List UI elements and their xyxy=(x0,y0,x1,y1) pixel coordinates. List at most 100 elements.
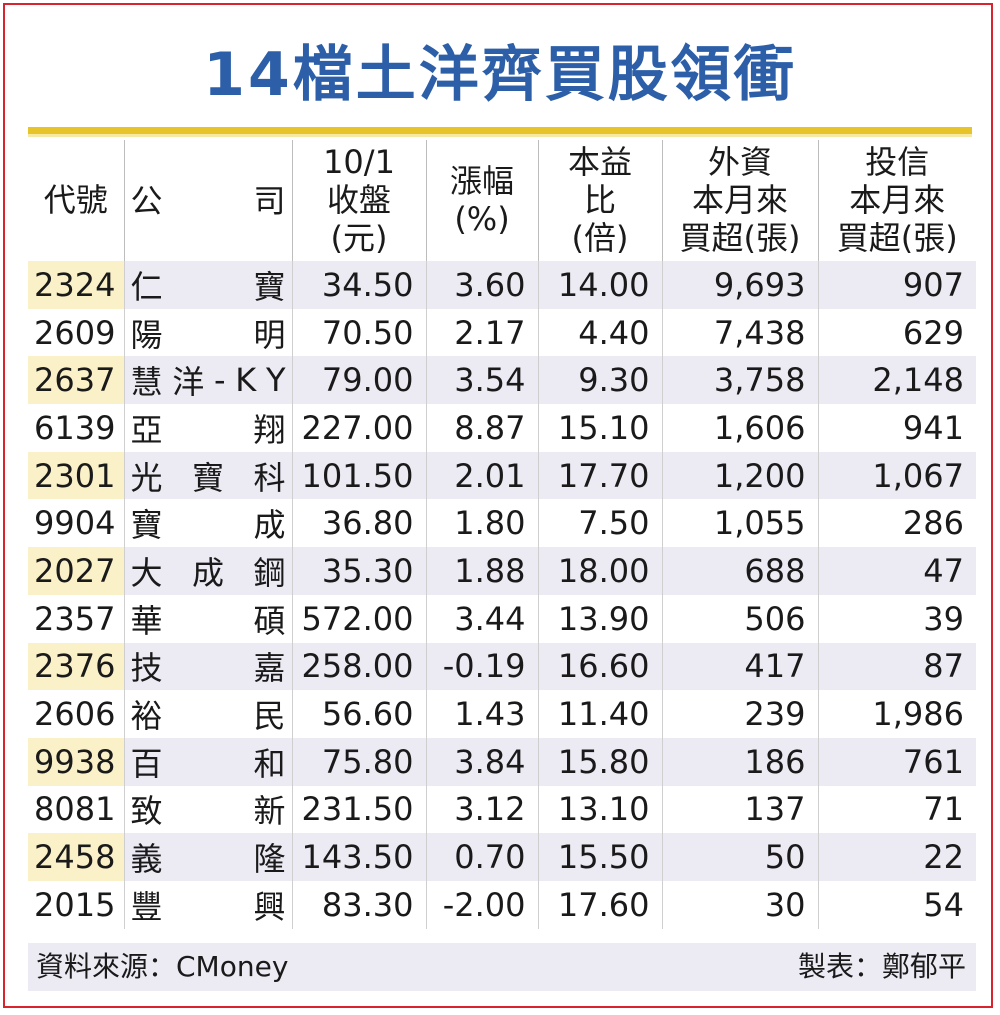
company-name-char: 仁 xyxy=(130,267,163,306)
pe-value: 13.90 xyxy=(537,594,662,643)
company-name-char: 民 xyxy=(253,697,286,736)
close-value: 36.80 xyxy=(291,499,426,548)
table-row: 2606 裕民 56.60 1.43 11.40 239 1,986 xyxy=(28,690,976,738)
foreign-value: 30 xyxy=(661,880,818,929)
company-name-char: 百 xyxy=(130,744,163,783)
header-line: 收盤 xyxy=(326,181,391,219)
company-name-char: 華 xyxy=(130,601,163,640)
company-name-char: 隆 xyxy=(253,840,286,879)
pe-value: 18.00 xyxy=(537,547,662,595)
trust-value: 87 xyxy=(817,642,976,691)
header-line: 漲幅 xyxy=(449,162,514,200)
company-name-char: - xyxy=(213,361,226,400)
pe-value: 15.80 xyxy=(537,737,662,786)
trust-value: 22 xyxy=(817,833,976,881)
company-name-char: 寶 xyxy=(130,506,163,545)
close-value: 75.80 xyxy=(291,737,426,786)
company-name: 寶成 xyxy=(123,499,292,548)
pe-value: 14.00 xyxy=(537,261,662,309)
company-name-char: 興 xyxy=(253,887,286,926)
table-row: 9938 百和 75.80 3.84 15.80 186 761 xyxy=(28,737,976,786)
footer: 資料來源：CMoney 製表：鄭郁平 xyxy=(28,943,976,991)
company-name-char: 慧 xyxy=(130,363,163,402)
table-row: 2301 光寶科 101.50 2.01 17.70 1,200 1,067 xyxy=(28,451,976,500)
company-name: 仁寶 xyxy=(123,261,292,309)
header-line: 本月來 xyxy=(691,181,788,219)
company-name-char: 明 xyxy=(253,315,286,354)
company-name-char: 寶 xyxy=(191,458,224,497)
table-row: 2357 華碩 572.00 3.44 13.90 506 39 xyxy=(28,594,976,643)
header-company: 公 司 xyxy=(123,140,292,261)
company-name-char: K xyxy=(235,361,257,400)
header-pe: 本益 比 (倍) xyxy=(537,140,662,261)
company-name: 豐興 xyxy=(123,880,292,929)
company-name: 亞翔 xyxy=(123,404,292,452)
company-name-char: 裕 xyxy=(130,697,163,736)
foreign-value: 7,438 xyxy=(661,308,818,357)
foreign-value: 1,606 xyxy=(661,404,818,452)
company-name-char: 翔 xyxy=(253,410,286,449)
company-name: 華碩 xyxy=(123,594,292,643)
change-value: -2.00 xyxy=(425,880,538,929)
pe-value: 17.70 xyxy=(537,451,662,500)
close-value: 35.30 xyxy=(291,547,426,595)
header-line: 買超(張) xyxy=(836,219,958,257)
stock-code: 2458 xyxy=(28,833,124,881)
stock-code: 9938 xyxy=(28,737,124,786)
header-line: 外資 xyxy=(707,143,772,181)
pe-value: 16.60 xyxy=(537,642,662,691)
trust-value: 47 xyxy=(817,547,976,595)
pe-value: 9.30 xyxy=(537,356,662,405)
header-close: 10/1 收盤 (元) xyxy=(291,140,426,261)
table-row: 2015 豐興 83.30 -2.00 17.60 30 54 xyxy=(28,880,976,929)
table-row: 2458 義隆 143.50 0.70 15.50 50 22 xyxy=(28,833,976,881)
header-line: 買超(張) xyxy=(679,219,801,257)
close-value: 227.00 xyxy=(291,404,426,452)
foreign-value: 1,200 xyxy=(661,451,818,500)
maker-note: 製表：鄭郁平 xyxy=(797,950,966,983)
change-value: 3.54 xyxy=(425,356,538,405)
table-row: 2376 技嘉 258.00 -0.19 16.60 417 87 xyxy=(28,642,976,691)
header-line: 投信 xyxy=(865,143,930,181)
header-change: 漲幅 (%) xyxy=(425,140,538,261)
header-line: 本益 xyxy=(567,143,632,181)
trust-value: 71 xyxy=(817,785,976,834)
company-name: 陽明 xyxy=(123,308,292,357)
header-line: 10/1 xyxy=(323,143,395,181)
change-value: 3.12 xyxy=(425,785,538,834)
company-name-char: 和 xyxy=(253,744,286,783)
change-value: 8.87 xyxy=(425,404,538,452)
stock-table: 代號 公 司 10/1 收盤 (元) 漲幅 (%) 本益 比 (倍) xyxy=(28,140,976,929)
table-row: 2324 仁寶 34.50 3.60 14.00 9,693 907 xyxy=(28,261,976,309)
table-row: 2637 慧洋 - K Y 79.00 3.54 9.30 3,758 2,148 xyxy=(28,356,976,405)
pe-value: 4.40 xyxy=(537,308,662,357)
header-company-char: 公 xyxy=(130,181,163,220)
company-name: 義隆 xyxy=(123,833,292,881)
company-name-char: 寶 xyxy=(253,267,286,306)
company-name-char: 陽 xyxy=(130,315,163,354)
stock-code: 6139 xyxy=(34,408,116,447)
change-value: 2.17 xyxy=(425,308,538,357)
table-row: 6139 亞翔 227.00 8.87 15.10 1,606 941 xyxy=(28,404,976,452)
close-value: 101.50 xyxy=(291,451,426,500)
company-name-char: 致 xyxy=(130,792,163,831)
trust-value: 2,148 xyxy=(817,356,976,405)
stock-code: 2301 xyxy=(28,451,124,500)
close-value: 231.50 xyxy=(291,785,426,834)
company-name-char: 新 xyxy=(253,792,286,831)
company-name-char: 鋼 xyxy=(253,553,286,592)
change-value: 1.80 xyxy=(425,499,538,548)
header-code: 代號 xyxy=(43,181,108,219)
foreign-value: 3,758 xyxy=(661,356,818,405)
pe-value: 13.10 xyxy=(537,785,662,834)
header-company-char: 司 xyxy=(253,181,286,220)
trust-value: 907 xyxy=(817,261,976,309)
close-value: 70.50 xyxy=(291,308,426,357)
title-divider xyxy=(28,127,972,137)
close-value: 83.30 xyxy=(291,880,426,929)
change-value: 3.44 xyxy=(425,594,538,643)
company-name: 百和 xyxy=(123,737,292,786)
company-name: 致新 xyxy=(123,785,292,834)
stock-code: 2324 xyxy=(28,261,124,309)
